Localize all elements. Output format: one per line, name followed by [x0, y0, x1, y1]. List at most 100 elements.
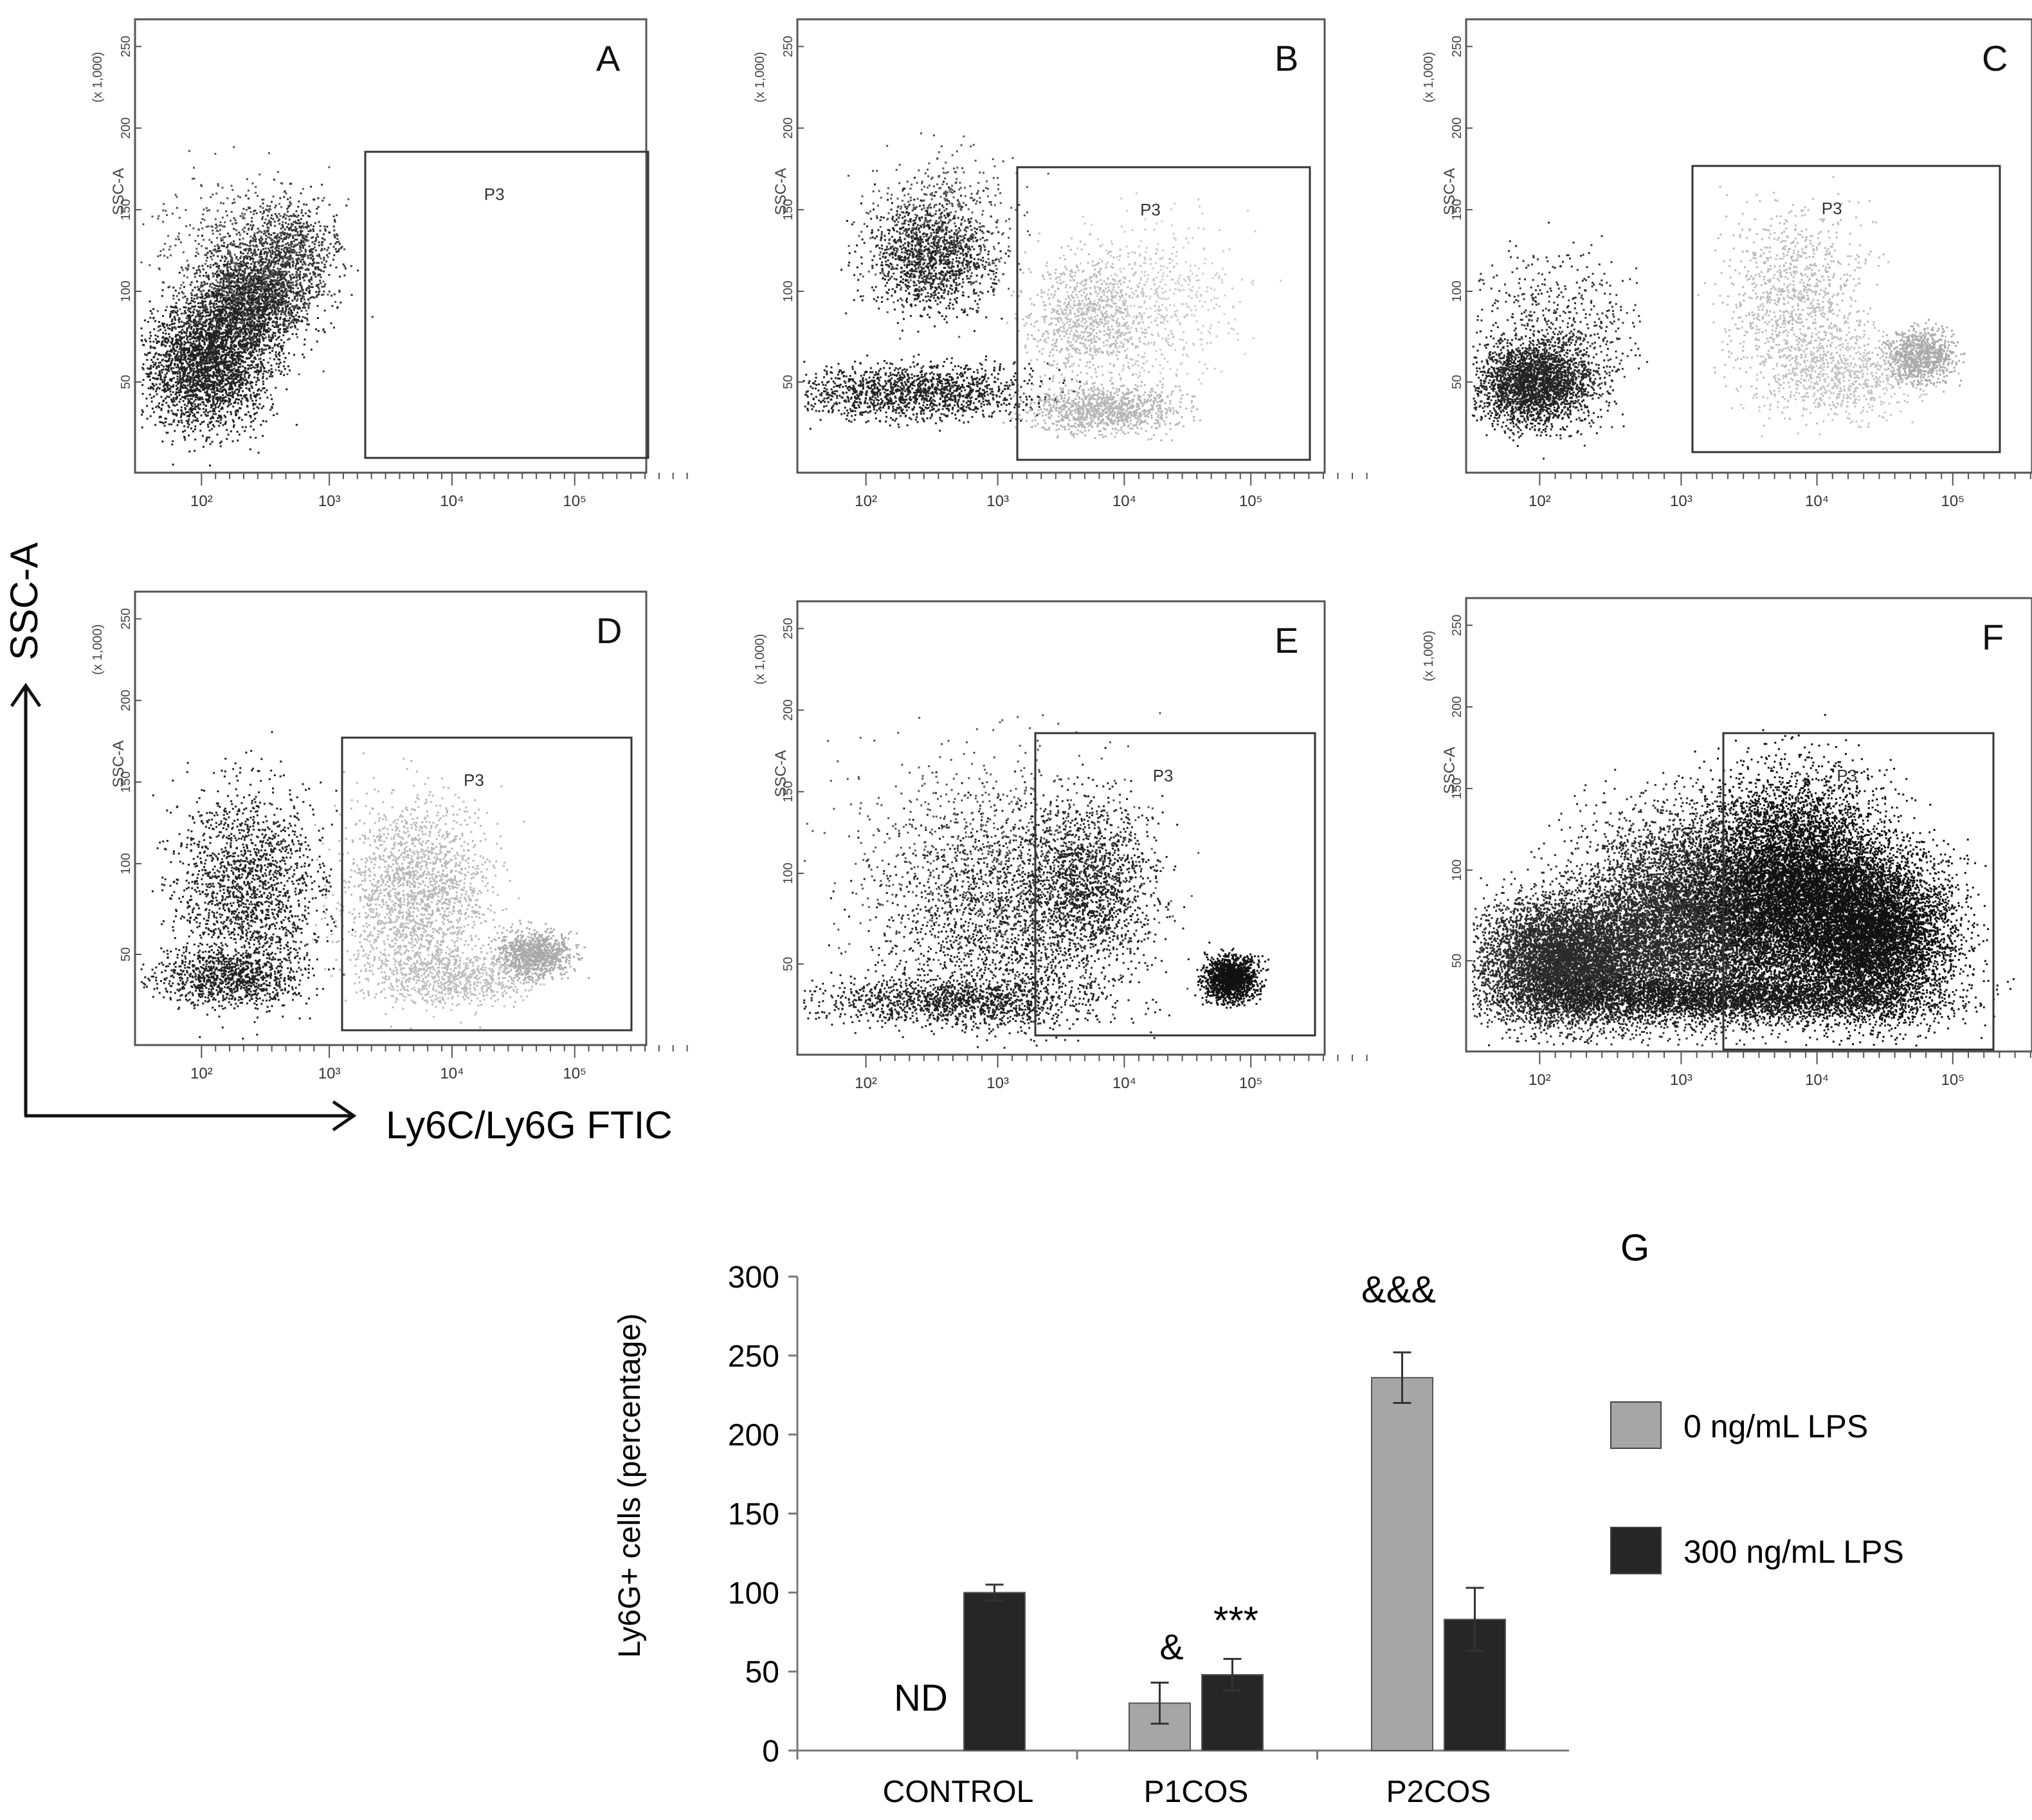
- y-axis-label: SSC-A: [772, 750, 790, 797]
- y-tick-label: 50: [119, 947, 133, 961]
- gate-label: P3: [1837, 766, 1857, 785]
- event-cluster: [999, 747, 1179, 1002]
- gate-label: P3: [1153, 766, 1174, 785]
- event-cluster: [848, 132, 1049, 340]
- event-cluster: [1472, 864, 1718, 1046]
- event-cluster: [1750, 808, 1999, 1047]
- event-cluster: [140, 267, 298, 467]
- y-tick-label: 100: [781, 280, 795, 302]
- y-tick-label: 50: [745, 1655, 779, 1689]
- x-tick-label: 10⁵: [1941, 1071, 1964, 1089]
- y-tick-label: 200: [728, 1419, 779, 1453]
- flow-panel-e: P3 E SSC-A (x 1,000) 50 100 150 200 250 10² 10³ 10⁴…: [753, 600, 1368, 1092]
- gate-label: P3: [484, 185, 505, 204]
- y-tick-label: 50: [1450, 954, 1464, 968]
- y-scale-label: (x 1,000): [753, 634, 767, 685]
- y-tick-label: 150: [119, 771, 133, 792]
- x-axis-arrowhead: [332, 1100, 357, 1132]
- y-axis-label: SSC-A: [1441, 747, 1458, 794]
- y-tick-label: 100: [781, 862, 795, 884]
- event-cluster: [312, 752, 525, 1030]
- y-tick-label: 250: [781, 618, 795, 639]
- panel-letter: F: [1982, 617, 2004, 657]
- y-tick-label: 150: [781, 199, 795, 220]
- x-tick-label-control: CONTROL: [883, 1775, 1034, 1809]
- y-tick-label: 50: [119, 375, 133, 389]
- bar-p1cos-series-0: [1129, 1702, 1191, 1752]
- gate-p3: [341, 736, 633, 1032]
- y-tick-label: 250: [119, 36, 133, 57]
- flow-panel-c: P3 C SSC-A (x 1,000) 50 100 150 200 250 10² 10³ 10⁴…: [1422, 18, 2032, 510]
- y-tick-label: 200: [119, 690, 133, 711]
- bar-chart-g: G Ly6G+ cells (percentage) 0 50 100 150 200 2…: [613, 1227, 1904, 1809]
- y-tick-label: 100: [119, 280, 133, 302]
- y-axis-label: SSC-A: [1441, 168, 1458, 215]
- x-tick-label: 10⁴: [1805, 493, 1829, 510]
- x-tick-label: 10⁴: [1805, 1071, 1829, 1089]
- legend-swatch-1: [1610, 1527, 1662, 1574]
- legend-swatch-0: [1610, 1401, 1662, 1449]
- gate-p3: [1691, 165, 2001, 453]
- panel-letter: C: [1982, 38, 2008, 78]
- x-tick-label: 10²: [855, 1075, 877, 1092]
- gate-p3: [1722, 732, 1995, 1051]
- y-tick-label: 100: [728, 1576, 779, 1610]
- flow-panel-b: P3 B SSC-A (x 1,000) 50 100 150 200 250 10² 10³ 10⁴…: [753, 18, 1368, 510]
- bar-p2cos-series-0: [1371, 1377, 1433, 1751]
- annotation: ND: [894, 1677, 948, 1719]
- y-tick-label: 200: [781, 118, 795, 139]
- y-scale-label: (x 1,000): [1422, 631, 1436, 682]
- event-dots: [140, 146, 374, 467]
- x-tick-label: 10⁴: [440, 1065, 464, 1082]
- event-cluster: [804, 712, 1200, 1017]
- gate-label: P3: [1822, 199, 1842, 218]
- x-tick-label: 10⁴: [440, 493, 464, 510]
- y-scale-label: (x 1,000): [753, 52, 767, 103]
- event-cluster: [213, 178, 374, 332]
- x-tick-label: 10²: [855, 493, 877, 510]
- annotation: &: [1159, 1626, 1183, 1667]
- flow-x-axis-title: Ly6C/Ly6G FTIC: [386, 1104, 673, 1147]
- y-tick-label: 150: [119, 199, 133, 220]
- y-tick-label: 250: [1450, 615, 1464, 636]
- x-tick-label: 10⁵: [1941, 493, 1964, 510]
- y-tick-label: 150: [781, 781, 795, 802]
- y-tick-label: 0: [762, 1734, 779, 1769]
- event-cluster: [140, 941, 335, 1013]
- panel-letter-g: G: [1620, 1227, 1649, 1269]
- y-tick-label: 200: [1450, 118, 1464, 139]
- y-tick-label: 300: [728, 1260, 779, 1295]
- gate-p3: [1016, 166, 1311, 461]
- y-axis-arrowhead: [10, 682, 42, 707]
- y-tick-label: 250: [728, 1340, 779, 1374]
- y-scale-label: (x 1,000): [1422, 52, 1436, 103]
- gate-label: P3: [1140, 200, 1161, 219]
- x-tick-label: 10³: [318, 493, 341, 510]
- annotation: &&&: [1361, 1269, 1436, 1311]
- event-cluster: [828, 769, 1190, 1049]
- gate-p3: [1034, 732, 1316, 1037]
- event-cluster: [1697, 176, 1890, 427]
- bar-chart-y-axis-title: Ly6G+ cells (percentage): [613, 1313, 647, 1658]
- event-dots: [1471, 176, 1966, 460]
- gate-p3: [364, 150, 649, 459]
- x-tick-label: 10³: [1670, 1071, 1692, 1089]
- y-tick-label: 150: [728, 1498, 779, 1532]
- y-tick-label: 50: [781, 375, 795, 389]
- x-tick-label: 10⁴: [1112, 1075, 1136, 1092]
- y-axis-label: SSC-A: [110, 168, 127, 215]
- gate-label: P3: [464, 770, 484, 790]
- y-scale-label: (x 1,000): [91, 624, 105, 675]
- y-tick-label: 150: [1450, 199, 1464, 220]
- flow-panel-f: P3 F SSC-A (x 1,000) 50 100 150 200 250 10² 10³ 10⁴…: [1422, 597, 2032, 1089]
- flow-panel-a: P3 A SSC-A (x 1,000) 50 100 150 200 250 10² 10³ 10⁴…: [91, 18, 688, 510]
- annotation: ***: [1213, 1599, 1258, 1642]
- x-tick-label: 10³: [318, 1065, 341, 1082]
- event-cluster: [140, 146, 350, 396]
- panel-letter: B: [1275, 38, 1298, 78]
- y-axis-label: SSC-A: [110, 740, 127, 787]
- event-cluster: [1194, 942, 1270, 1009]
- y-scale-label: (x 1,000): [91, 52, 105, 103]
- x-tick-label: 10⁵: [1239, 1075, 1263, 1092]
